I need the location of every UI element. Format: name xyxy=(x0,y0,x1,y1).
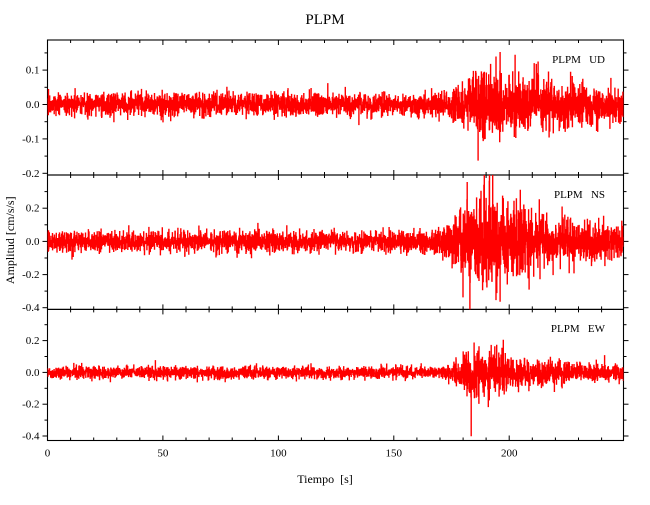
svg-text:PLPM EW: PLPM EW xyxy=(551,323,606,335)
svg-text:0.1: 0.1 xyxy=(26,65,40,77)
svg-text:-0.2: -0.2 xyxy=(22,269,39,281)
svg-text:PLPM NS: PLPM NS xyxy=(554,189,605,201)
svg-text:PLPM UD: PLPM UD xyxy=(552,54,605,66)
svg-text:Amplitud [cm/s/s]: Amplitud [cm/s/s] xyxy=(3,196,17,284)
svg-text:-0.1: -0.1 xyxy=(22,133,39,145)
svg-text:-0.2: -0.2 xyxy=(22,399,39,411)
svg-text:Tiempo [s]: Tiempo [s] xyxy=(297,472,353,486)
svg-text:200: 200 xyxy=(501,448,518,460)
svg-text:0.0: 0.0 xyxy=(26,367,40,379)
svg-text:-0.2: -0.2 xyxy=(22,168,39,180)
svg-text:0.2: 0.2 xyxy=(26,335,40,347)
svg-text:100: 100 xyxy=(270,448,287,460)
svg-text:150: 150 xyxy=(386,448,403,460)
svg-text:0.0: 0.0 xyxy=(26,99,40,111)
svg-text:PLPM: PLPM xyxy=(305,12,344,28)
svg-text:0.0: 0.0 xyxy=(26,236,40,248)
svg-text:0: 0 xyxy=(45,448,51,460)
svg-text:-0.4: -0.4 xyxy=(22,302,40,314)
svg-text:-0.4: -0.4 xyxy=(22,431,40,443)
svg-text:0.2: 0.2 xyxy=(26,203,40,215)
svg-text:50: 50 xyxy=(157,448,169,460)
